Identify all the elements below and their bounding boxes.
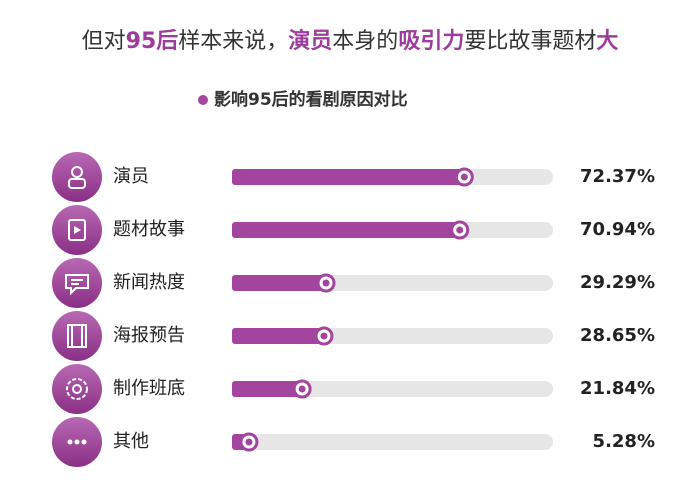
icon-glyph	[67, 439, 87, 445]
icon-glyph	[68, 219, 86, 241]
value-label: 21.84%	[580, 378, 655, 399]
category-label: 制作班底	[113, 378, 185, 399]
icon-glyph	[65, 274, 89, 296]
icon-glyph	[68, 166, 86, 189]
category-label: 海报预告	[113, 325, 185, 346]
legend-label: 影响95后的看剧原因对比	[214, 89, 408, 110]
bar	[232, 381, 303, 397]
value-label: 28.65%	[580, 325, 655, 346]
category-label: 其他	[113, 431, 149, 452]
title-part: 95后	[126, 29, 179, 54]
category-label: 新闻热度	[113, 272, 185, 293]
icon-glyph	[66, 378, 88, 400]
bar-track	[232, 381, 553, 397]
title-part: 本身的	[332, 29, 398, 54]
icon-glyph	[71, 325, 83, 347]
bar-knob-dot	[456, 226, 464, 234]
icon-glyph	[71, 166, 83, 178]
value-label: 29.29%	[580, 272, 655, 293]
icon-glyph	[72, 384, 82, 394]
icon-glyph	[74, 439, 80, 445]
icon-glyph	[74, 226, 81, 234]
bar	[232, 169, 465, 185]
bar-track	[232, 434, 553, 450]
title-part: 大	[596, 29, 618, 54]
category-label: 题材故事	[113, 219, 185, 240]
category-label: 演员	[113, 166, 149, 187]
bar-knob-dot	[298, 385, 306, 393]
bar	[232, 328, 324, 344]
chart-title: 但对95后样本来说，演员本身的吸引力要比故事题材大	[82, 28, 619, 54]
icon-glyph	[71, 279, 83, 285]
icon-glyph	[67, 324, 87, 348]
category-icon	[52, 311, 102, 361]
icon-glyph	[81, 439, 87, 445]
icon-glyph	[67, 439, 73, 445]
value-label: 72.37%	[580, 166, 655, 187]
bar	[232, 222, 460, 238]
category-icon	[52, 364, 102, 414]
title-part: 吸引力	[398, 29, 464, 54]
title-part: 但对	[82, 29, 126, 54]
bar-knob-dot	[460, 173, 468, 181]
title-part: 要比故事题材	[464, 29, 596, 54]
bar-knob-dot	[245, 438, 253, 446]
title-part: 样本来说，	[178, 29, 288, 54]
bar-knob-dot	[320, 332, 328, 340]
value-label: 5.28%	[593, 431, 655, 452]
icon-glyph	[67, 324, 87, 348]
value-label: 70.94%	[580, 219, 655, 240]
icon-glyph	[65, 274, 89, 296]
title-part: 演员	[288, 28, 332, 54]
bar	[232, 275, 327, 291]
icon-glyph	[66, 378, 88, 400]
icon-glyph	[68, 178, 86, 189]
icon-glyph	[68, 219, 86, 241]
legend-marker	[198, 95, 208, 105]
bar-knob-dot	[322, 279, 330, 287]
